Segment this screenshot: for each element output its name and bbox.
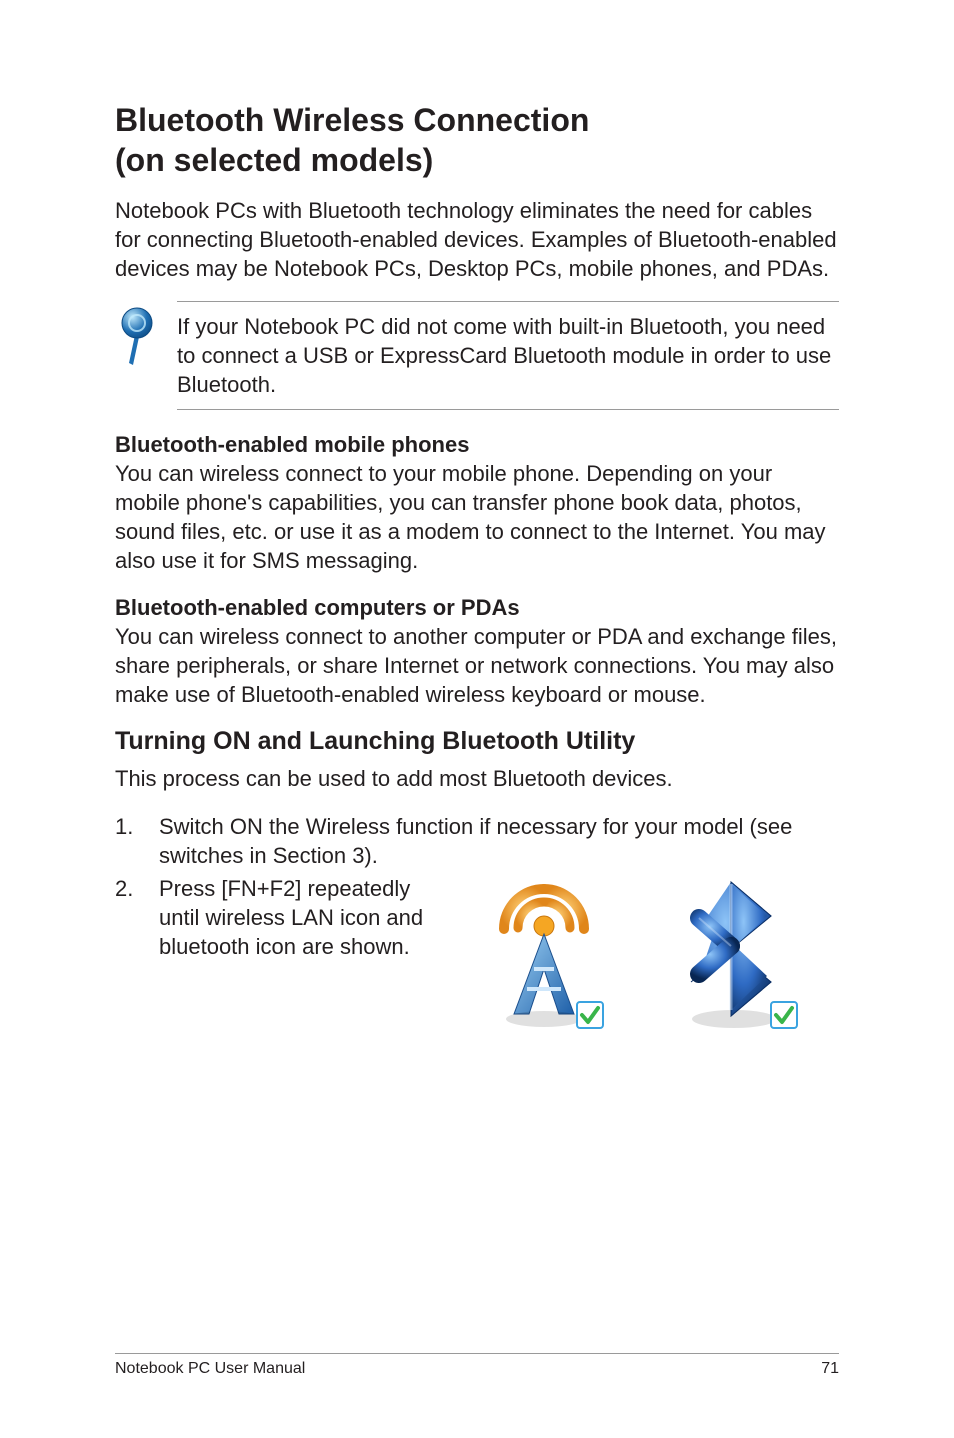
bluetooth-icon [659,874,809,1034]
intro-paragraph: Notebook PCs with Bluetooth technology e… [115,196,839,283]
heading-line-2: (on selected models) [115,142,433,178]
phones-body: You can wireless connect to your mobile … [115,461,826,573]
page-footer: Notebook PC User Manual 71 [115,1353,839,1378]
note-block: If your Notebook PC did not come with bu… [115,301,839,410]
status-icons [439,874,839,1034]
subheading: Turning ON and Launching Bluetooth Utili… [115,727,839,756]
pdas-body: You can wireless connect to another comp… [115,624,837,707]
wlan-icon [469,874,619,1034]
footer-title: Notebook PC User Manual [115,1360,305,1378]
step-2-number: 2. [115,874,159,903]
step-2-text: Press [FN+F2] repeatedly until wireless … [159,874,439,961]
step-2: 2. Press [FN+F2] repeatedly until wirele… [115,874,839,1034]
page-title: Bluetooth Wireless Connection (on select… [115,100,839,180]
sub-intro: This process can be used to add most Blu… [115,764,839,793]
page-number: 71 [821,1360,839,1378]
phones-heading: Bluetooth-enabled mobile phones [115,432,469,457]
pin-icon [115,301,177,367]
page-container: Bluetooth Wireless Connection (on select… [0,0,954,1438]
pdas-heading: Bluetooth-enabled computers or PDAs [115,595,520,620]
section-phones: Bluetooth-enabled mobile phones You can … [115,430,839,575]
section-pdas: Bluetooth-enabled computers or PDAs You … [115,593,839,709]
step-1: 1. Switch ON the Wireless function if ne… [115,812,839,870]
step-1-text: Switch ON the Wireless function if neces… [159,812,839,870]
step-1-number: 1. [115,812,159,870]
heading-line-1: Bluetooth Wireless Connection [115,102,589,138]
note-text: If your Notebook PC did not come with bu… [177,301,839,410]
